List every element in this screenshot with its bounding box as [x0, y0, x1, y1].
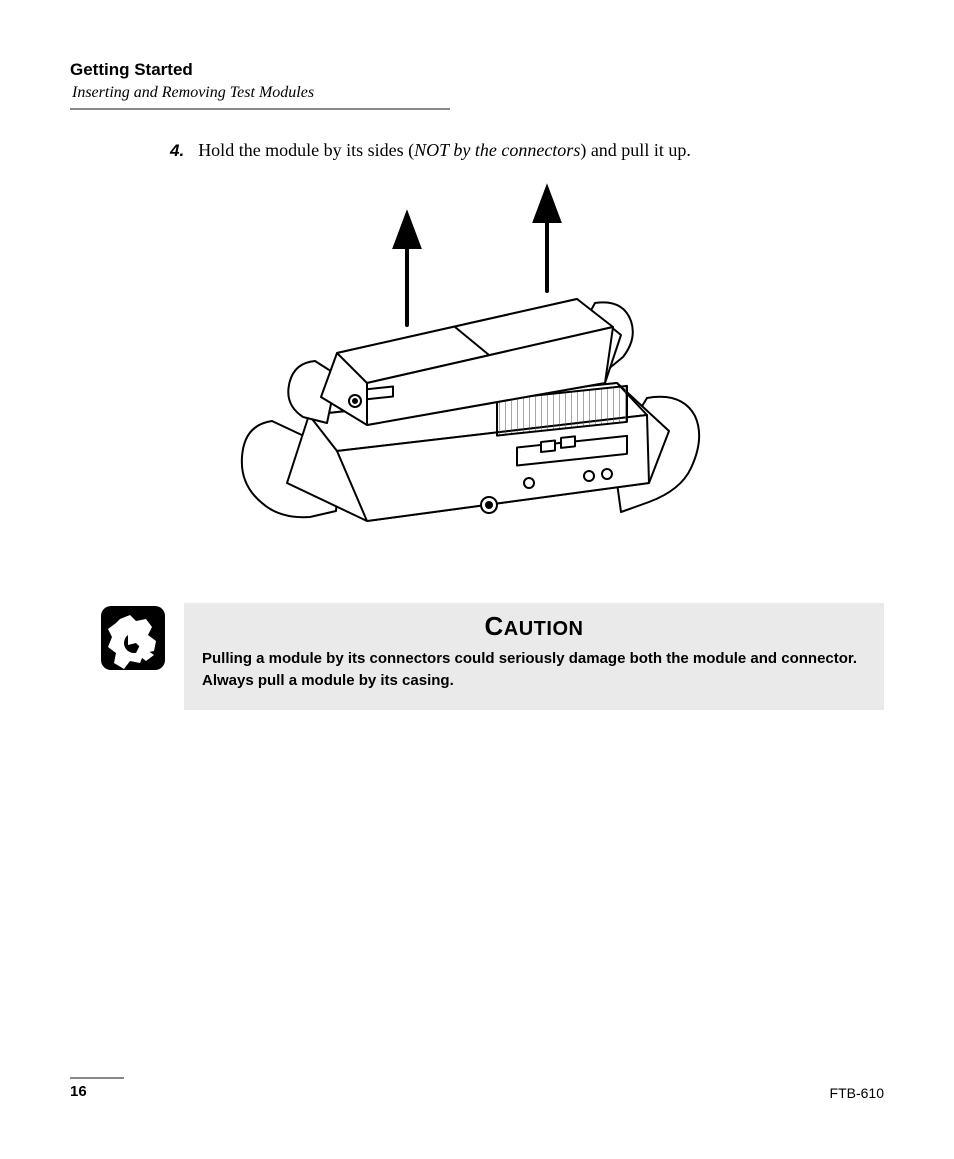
page-number: 16	[70, 1083, 87, 1100]
page-footer: 16 FTB-610	[70, 1077, 884, 1101]
step-number: 4.	[170, 141, 184, 161]
caution-icon	[100, 605, 166, 671]
caution-body: CAUTION Pulling a module by its connecto…	[184, 603, 884, 710]
page-header: Getting Started Inserting and Removing T…	[70, 60, 884, 110]
step-text-after: ) and pull it up.	[580, 140, 691, 160]
footer-rule	[70, 1077, 124, 1079]
caution-heading-rest: AUTION	[504, 618, 584, 640]
doc-id: FTB-610	[830, 1085, 884, 1101]
section-title: Inserting and Removing Test Modules	[72, 84, 884, 102]
footer-left: 16	[70, 1077, 124, 1101]
module-removal-illustration	[217, 183, 737, 563]
figure-container	[70, 183, 884, 563]
chapter-title: Getting Started	[70, 60, 884, 80]
step-text-emphasis: NOT by the connectors	[414, 140, 580, 160]
caution-block: CAUTION Pulling a module by its connecto…	[100, 603, 884, 710]
caution-heading: CAUTION	[202, 611, 866, 642]
page: Getting Started Inserting and Removing T…	[0, 0, 954, 1159]
caution-heading-first: C	[485, 611, 504, 641]
header-rule	[70, 108, 450, 110]
caution-text: Pulling a module by its connectors could…	[202, 648, 866, 692]
step-text-before: Hold the module by its sides (	[198, 140, 414, 160]
step-4: 4. Hold the module by its sides (NOT by …	[170, 138, 884, 163]
step-text: Hold the module by its sides (NOT by the…	[198, 138, 691, 163]
